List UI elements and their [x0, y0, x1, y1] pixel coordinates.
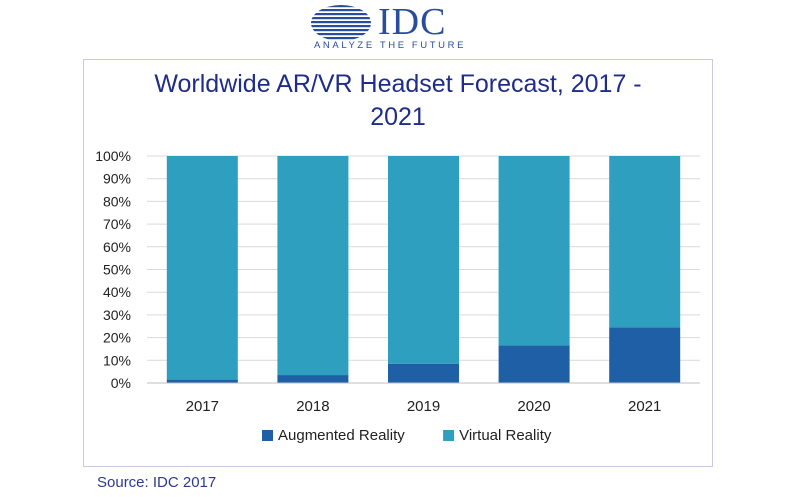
y-tick-label: 50% — [103, 262, 131, 278]
y-tick-label: 0% — [111, 375, 131, 391]
legend-swatch — [443, 430, 455, 441]
y-tick-label: 60% — [103, 239, 131, 255]
y-tick-label: 80% — [103, 193, 131, 209]
legend-label: Virtual Reality — [459, 427, 552, 444]
x-tick-label: 2019 — [407, 398, 440, 415]
chart-title: Worldwide AR/VR Headset Forecast, 2017 -… — [154, 70, 642, 131]
y-tick-label: 100% — [95, 148, 131, 164]
x-tick-label: 2017 — [186, 398, 219, 415]
source-note: Source: IDC 2017 — [97, 474, 217, 491]
chart-frame — [83, 59, 713, 467]
logo-wordmark: IDC — [378, 1, 447, 43]
logo-tagline: ANALYZE THE FUTURE — [313, 40, 467, 51]
legend-label: Augmented Reality — [278, 427, 405, 444]
y-tick-label: 40% — [103, 284, 131, 300]
bar-augmented-reality — [609, 327, 681, 383]
y-tick-label: 10% — [103, 352, 131, 368]
bar-virtual-reality — [277, 156, 349, 376]
bar-augmented-reality — [388, 363, 459, 383]
x-tick-label: 2020 — [517, 398, 550, 415]
y-tick-label: 70% — [103, 216, 131, 232]
bar-virtual-reality — [498, 156, 570, 346]
bar-augmented-reality — [166, 379, 238, 383]
legend-swatch — [262, 430, 273, 441]
bar-augmented-reality — [498, 345, 570, 383]
bar-augmented-reality — [277, 375, 349, 383]
x-tick-label: 2018 — [296, 398, 329, 415]
y-tick-label: 90% — [103, 171, 131, 187]
y-tick-label: 30% — [103, 307, 131, 323]
idc-globe-icon — [311, 5, 371, 40]
bar-virtual-reality — [388, 156, 459, 364]
y-tick-label: 20% — [103, 330, 131, 346]
x-tick-label: 2021 — [628, 398, 661, 415]
bar-virtual-reality — [609, 156, 681, 328]
bar-virtual-reality — [166, 156, 238, 380]
idc-logo: IDC ANALYZE THE FUTURE — [300, 0, 500, 56]
